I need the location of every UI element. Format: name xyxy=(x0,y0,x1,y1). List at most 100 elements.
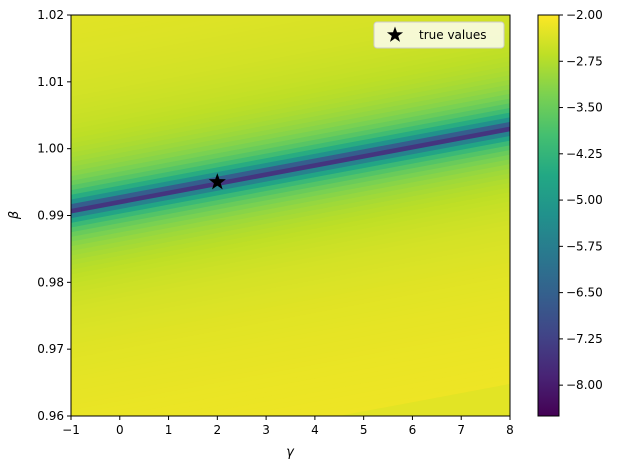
contour-band xyxy=(71,15,332,64)
contour-band xyxy=(71,200,510,289)
x-tick-label: 1 xyxy=(165,423,173,437)
colorbar-tick-label: −2.75 xyxy=(566,54,603,68)
y-tick-label: 1.00 xyxy=(37,142,64,156)
contour-band xyxy=(71,242,510,331)
colorbar-tick-label: −6.50 xyxy=(566,286,603,300)
contour-band xyxy=(71,303,510,392)
contour-band xyxy=(71,60,510,148)
x-tick-label: 2 xyxy=(214,423,222,437)
y-tick-label: 0.98 xyxy=(37,275,64,289)
contour-band xyxy=(71,51,510,139)
contour-band xyxy=(71,41,510,130)
x-tick-label: 5 xyxy=(360,423,368,437)
contour-band xyxy=(71,15,432,83)
contour-band xyxy=(71,15,357,69)
contour-band xyxy=(71,219,510,308)
x-tick-label: 0 xyxy=(116,423,124,437)
contour-band xyxy=(71,257,510,345)
contour-band xyxy=(71,0,510,8)
contour-band xyxy=(71,15,232,46)
x-axis: −1 0 1 2 3 4 5 6 7 8 xyxy=(62,416,514,437)
marker-layer xyxy=(208,173,226,190)
contour-band xyxy=(71,102,510,191)
contour-band xyxy=(71,140,510,228)
colorbar-frame xyxy=(537,14,560,417)
contour-band xyxy=(71,121,510,209)
x-tick-label: 3 xyxy=(262,423,270,437)
y-tick-label: 1.02 xyxy=(37,8,64,22)
contour-band xyxy=(71,172,510,261)
contour-band xyxy=(71,308,510,396)
contour-band xyxy=(71,15,107,22)
x-tick-label: 7 xyxy=(457,423,465,437)
contour-band xyxy=(71,79,510,167)
contour-band xyxy=(71,271,510,359)
contour-band xyxy=(71,15,507,97)
y-tick-label: 0.97 xyxy=(37,342,64,356)
contour-band xyxy=(71,15,457,88)
contour-band xyxy=(71,205,510,294)
contour-band xyxy=(71,294,510,382)
contour-band xyxy=(71,15,82,18)
colorbar-tick-label: −3.50 xyxy=(566,101,603,115)
contour-band xyxy=(71,27,510,116)
contour-band xyxy=(71,97,510,186)
true-value-star-icon xyxy=(208,173,226,190)
colorbar-tick-label: −2.00 xyxy=(566,8,603,22)
y-tick-label: 0.99 xyxy=(37,209,64,223)
contour-bands xyxy=(71,0,510,416)
contour-band xyxy=(71,74,510,163)
colorbar-tick-label: −4.25 xyxy=(566,147,603,161)
contour-band xyxy=(71,280,510,368)
contour-band xyxy=(71,210,510,298)
contour-band xyxy=(71,289,510,378)
legend-box xyxy=(373,21,505,49)
contour-band xyxy=(71,299,510,387)
contour-band xyxy=(71,15,182,36)
contour-band xyxy=(71,144,510,233)
contour-band xyxy=(71,313,510,401)
colorbar-tick-label: −5.00 xyxy=(566,193,603,207)
y-tick-label: 0.96 xyxy=(37,409,64,423)
colorbar-tick-label: −8.00 xyxy=(566,378,603,392)
contour-band xyxy=(71,275,510,364)
contour-band xyxy=(71,327,510,415)
contour-band xyxy=(71,65,510,153)
contour-band xyxy=(71,15,282,55)
contour-band xyxy=(71,317,510,406)
contour-band xyxy=(71,126,510,214)
contour-band xyxy=(71,238,510,326)
contour-band xyxy=(71,130,510,219)
x-tick-label: 8 xyxy=(506,423,514,437)
contour-band xyxy=(71,228,510,317)
contour-band xyxy=(71,15,307,60)
y-axis: 0.96 0.97 0.98 0.99 1.00 1.01 1.02 xyxy=(37,8,71,423)
x-tick-label: 4 xyxy=(311,423,319,437)
legend-label: true values xyxy=(419,28,486,42)
x-tick-label: −1 xyxy=(62,423,80,437)
y-tick-label: 1.01 xyxy=(37,75,64,89)
contour-band xyxy=(71,32,510,120)
x-tick-label: 6 xyxy=(409,423,417,437)
contour-band xyxy=(71,15,157,32)
contour-band xyxy=(71,15,132,27)
contour-band xyxy=(71,116,510,205)
x-axis-label: γ xyxy=(286,445,295,460)
contour-band xyxy=(71,224,510,312)
contour-band xyxy=(71,37,510,125)
contour-band xyxy=(71,15,407,78)
contour-band xyxy=(71,191,510,279)
contour-band xyxy=(71,69,510,158)
contour-band xyxy=(71,285,510,373)
contour-band xyxy=(71,214,510,303)
contour-band xyxy=(71,154,510,242)
contour-band xyxy=(71,46,510,134)
contour-band xyxy=(71,186,510,275)
y-axis-label: β xyxy=(7,211,22,220)
contour-band xyxy=(71,196,510,284)
legend: true values xyxy=(373,21,505,49)
contour-band xyxy=(71,182,510,270)
contour-band xyxy=(71,247,510,336)
contour-band xyxy=(71,88,510,177)
